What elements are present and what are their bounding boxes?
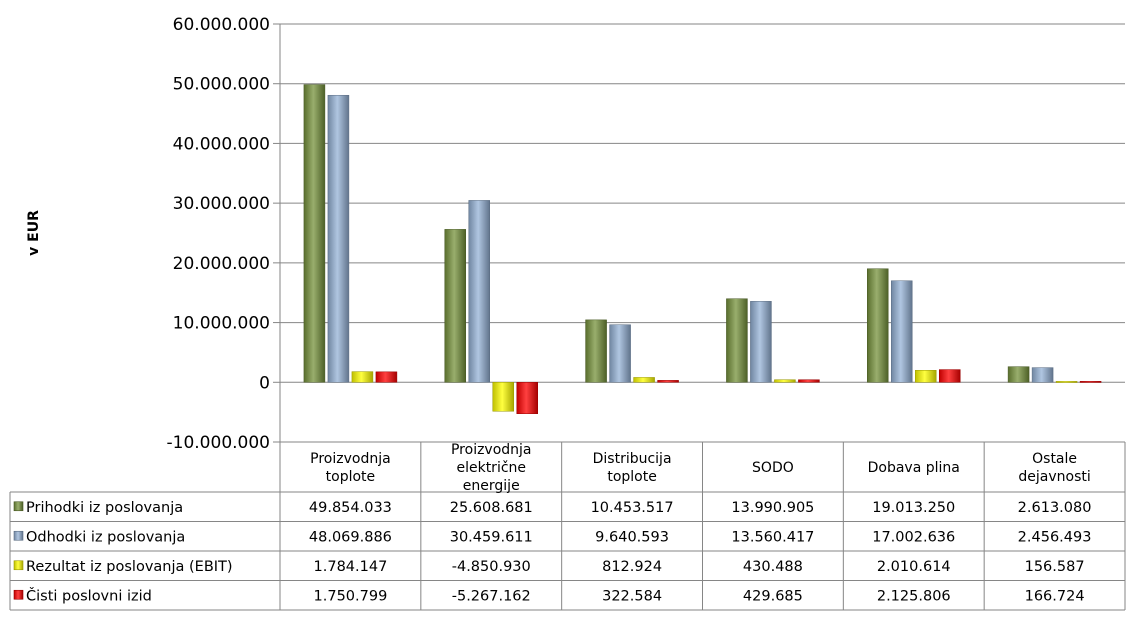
bars — [303, 84, 1102, 414]
bar-prihodki-iz-poslovanja-proizvodnja-toplote — [303, 84, 326, 383]
bar-odhodki-iz-poslovanja-sodo — [750, 301, 772, 383]
legend-label-prihodki-iz-poslovanja: Prihodki iz poslovanja — [26, 500, 183, 516]
data-label: 1.750.799 — [314, 588, 388, 604]
legend-swatch-prihodki-iz-poslovanja — [13, 501, 24, 512]
y-tick-label: 50.000.000 — [173, 75, 270, 95]
data-label: 49.854.033 — [309, 500, 392, 516]
data-label: 430.488 — [743, 559, 803, 575]
y-axis-ticks: 60.000.000 50.000.000 40.000.000 30.000.000… — [167, 15, 270, 453]
data-label: 9.640.593 — [595, 529, 669, 545]
bar-prihodki-iz-poslovanja-sodo — [726, 298, 748, 383]
legend-label-odhodki-iz-poslovanja: Odhodki iz poslovanja — [26, 529, 185, 545]
data-label: 2.125.806 — [877, 588, 951, 604]
bar-cisti-poslovni-izid-distribucija-toplote — [657, 380, 679, 383]
data-table: Proizvodnja toplote Proizvodnja električne e… — [9, 442, 1126, 611]
data-label: 1.784.147 — [314, 559, 388, 575]
bar-cisti-poslovni-izid-proizvodnja-toplote — [375, 371, 398, 383]
bar-prihodki-iz-poslovanja-distribucija-toplote — [585, 319, 607, 383]
bar-rezultat-iz-poslovanja-ebit-sodo — [774, 379, 796, 383]
data-label: 2.456.493 — [1018, 529, 1092, 545]
category-label: Proizvodnja toplote — [310, 451, 391, 485]
data-label: -4.850.930 — [452, 559, 531, 575]
bar-prihodki-iz-poslovanja-dobava-plina — [867, 268, 889, 383]
data-label: 2.010.614 — [877, 559, 951, 575]
bar-odhodki-iz-poslovanja-dobava-plina — [891, 280, 913, 383]
legend-label-rezultat-iz-poslovanja-ebit: Rezultat iz poslovanja (EBIT) — [26, 559, 233, 575]
bar-odhodki-iz-poslovanja-distribucija-toplote — [609, 324, 631, 383]
y-tick-label: 30.000.000 — [173, 194, 270, 214]
category-label: Dobava plina — [868, 460, 960, 476]
data-label: 322.584 — [602, 588, 662, 604]
y-tick-label: 0 — [259, 373, 270, 393]
data-label: 48.069.886 — [309, 529, 392, 545]
data-label: 17.002.636 — [872, 529, 955, 545]
category-label: Proizvodnja električne energije — [451, 442, 532, 494]
bar-cisti-poslovni-izid-dobava-plina — [939, 369, 961, 383]
data-label: 10.453.517 — [591, 500, 674, 516]
category-label: Ostale dejavnosti — [1018, 451, 1090, 485]
data-label: 2.613.080 — [1018, 500, 1092, 516]
category-label: SODO — [752, 460, 794, 476]
y-tick-label: 40.000.000 — [173, 134, 270, 154]
data-label: 812.924 — [602, 559, 662, 575]
legend-swatch-rezultat-iz-poslovanja-ebit — [13, 560, 24, 571]
data-label: -5.267.162 — [452, 588, 531, 604]
bar-prihodki-iz-poslovanja-ostale-dejavnosti — [1007, 366, 1030, 383]
data-label: 156.587 — [1025, 559, 1085, 575]
data-label: 429.685 — [743, 588, 803, 604]
data-label: 166.724 — [1025, 588, 1085, 604]
data-label: 30.459.611 — [450, 529, 533, 545]
bar-rezultat-iz-poslovanja-ebit-distribucija-toplote — [633, 377, 655, 383]
bar-cisti-poslovni-izid-sodo — [798, 379, 820, 383]
y-tick-label: -10.000.000 — [167, 433, 270, 453]
y-tick-label: 20.000.000 — [173, 254, 270, 274]
data-label: 19.013.250 — [872, 500, 955, 516]
y-axis-label: v EUR — [26, 210, 42, 256]
bar-rezultat-iz-poslovanja-ebit-proizvodnja-elektricne-energije — [492, 382, 514, 412]
bar-rezultat-iz-poslovanja-ebit-ostale-dejavnosti — [1055, 381, 1078, 383]
data-label: 25.608.681 — [450, 500, 533, 516]
bar-prihodki-iz-poslovanja-proizvodnja-elektricne-energije — [444, 229, 466, 383]
data-label: 13.990.905 — [731, 500, 814, 516]
legend-label-cisti-poslovni-izid: Čisti poslovni izid — [26, 586, 152, 604]
grid-lines — [273, 23, 1125, 443]
bar-cisti-poslovni-izid-proizvodnja-elektricne-energije — [516, 382, 538, 414]
bar-rezultat-iz-poslovanja-ebit-proizvodnja-toplote — [351, 371, 374, 383]
bar-cisti-poslovni-izid-ostale-dejavnosti — [1079, 381, 1102, 383]
y-tick-label: 10.000.000 — [173, 314, 270, 334]
bar-odhodki-iz-poslovanja-proizvodnja-elektricne-energije — [468, 200, 490, 383]
bar-odhodki-iz-poslovanja-ostale-dejavnosti — [1031, 367, 1054, 383]
data-label: 13.560.417 — [731, 529, 814, 545]
bar-rezultat-iz-poslovanja-ebit-dobava-plina — [915, 370, 937, 383]
category-label: Distribucija toplote — [593, 451, 672, 485]
bar-odhodki-iz-poslovanja-proizvodnja-toplote — [327, 94, 350, 383]
legend-swatch-cisti-poslovni-izid — [13, 589, 24, 600]
legend-swatch-odhodki-iz-poslovanja — [13, 530, 24, 541]
y-tick-label: 60.000.000 — [173, 15, 270, 35]
